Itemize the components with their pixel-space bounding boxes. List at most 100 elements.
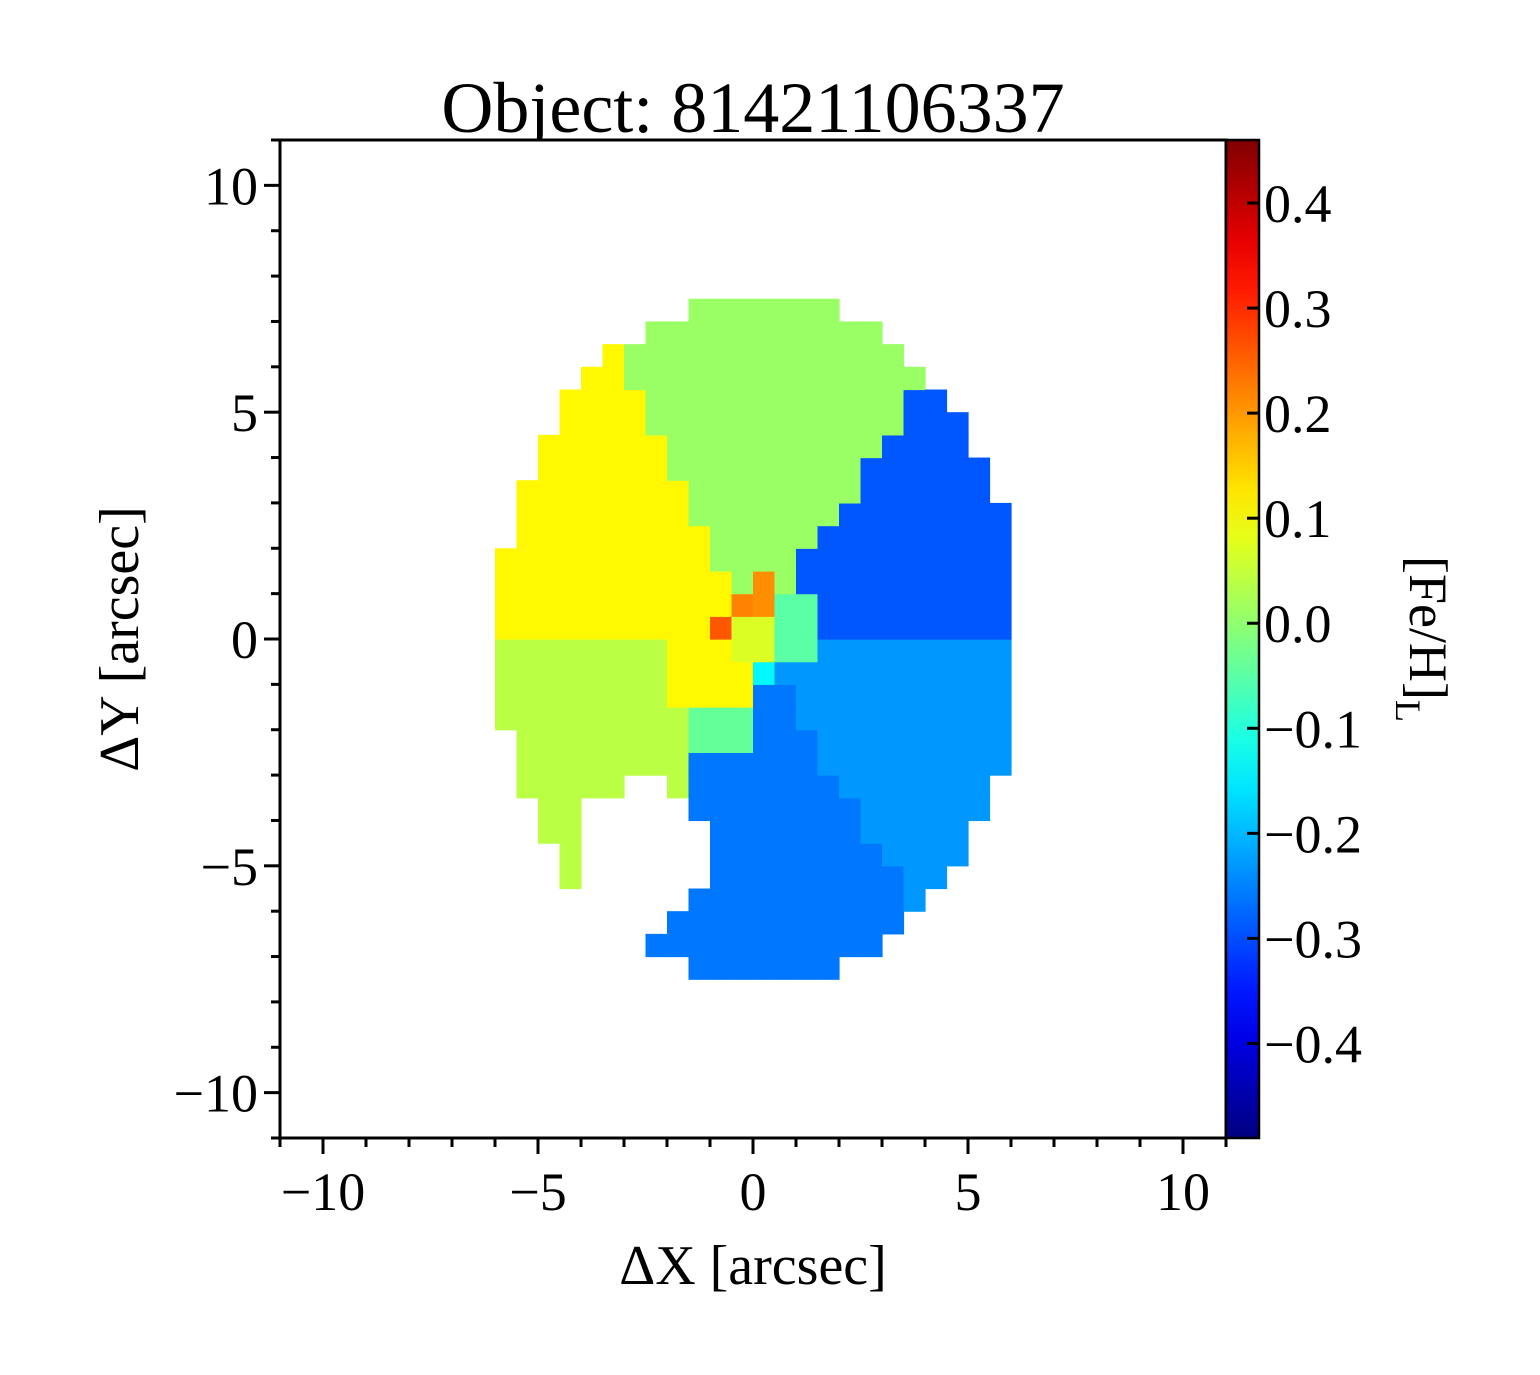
map-pixel (495, 616, 518, 640)
map-pixel (882, 525, 905, 549)
map-pixel (946, 661, 969, 685)
map-pixel (667, 661, 690, 685)
map-pixel (602, 729, 625, 754)
map-pixel (796, 548, 819, 572)
map-pixel (667, 457, 690, 481)
map-pixel (753, 593, 776, 617)
map-pixel (559, 616, 582, 640)
map-pixel (968, 593, 991, 617)
map-pixel (667, 752, 690, 776)
map-pixel (774, 480, 797, 504)
map-pixel (753, 457, 776, 481)
y-tick-label: 5 (231, 383, 258, 443)
x-axis: −10 −5 0 5 10 (278, 1138, 1228, 1222)
map-pixel (731, 933, 754, 958)
map-pixel (839, 820, 862, 844)
map-pixel (688, 457, 711, 481)
map-pixel (559, 434, 582, 459)
map-pixel (796, 480, 819, 504)
map-pixel (860, 639, 883, 663)
map-pixel (731, 843, 754, 867)
map-pixel (688, 321, 711, 345)
map-pixel (624, 752, 647, 776)
map-pixel (860, 797, 883, 822)
map-pixel (624, 729, 647, 754)
map-pixel (860, 344, 883, 368)
map-pixel (538, 457, 561, 481)
map-pixel (731, 707, 754, 731)
x-tick-label: −5 (509, 1162, 566, 1222)
map-pixel (989, 707, 1012, 731)
map-pixel (710, 661, 733, 685)
map-pixel (516, 548, 539, 572)
map-pixel (710, 752, 733, 776)
map-pixel (710, 457, 733, 481)
map-pixel (516, 775, 539, 799)
map-pixel (731, 434, 754, 459)
map-pixel (538, 752, 561, 776)
map-pixel (882, 752, 905, 776)
map-pixel (710, 548, 733, 572)
map-pixel (624, 412, 647, 436)
map-pixel (796, 457, 819, 481)
map-pixel (710, 298, 733, 323)
map-pixel (903, 639, 926, 663)
map-pixel (688, 412, 711, 436)
map-pixel (796, 911, 819, 935)
map-pixel (559, 548, 582, 572)
map-pixel (860, 775, 883, 799)
colorbar-tick-label: 0.3 (1264, 279, 1332, 339)
map-pixel (753, 344, 776, 368)
map-pixel (602, 684, 625, 708)
map-pixel (925, 548, 948, 572)
x-tick-label: −10 (281, 1162, 365, 1222)
map-pixel (516, 639, 539, 663)
map-pixel (774, 389, 797, 413)
map-pixel (753, 321, 776, 345)
map-pixel (774, 729, 797, 754)
map-pixel (925, 820, 948, 844)
map-pixel (839, 502, 862, 527)
colorbar-tick-label: −0.2 (1264, 804, 1362, 864)
map-pixel (903, 434, 926, 459)
map-pixel (559, 502, 582, 527)
map-pixel (860, 616, 883, 640)
map-pixel (753, 298, 776, 323)
map-pixel (753, 525, 776, 549)
map-pixel (624, 661, 647, 685)
map-pixel (559, 684, 582, 708)
map-pixel (882, 797, 905, 822)
map-pixel (968, 457, 991, 481)
map-pixel (860, 752, 883, 776)
map-pixel (667, 344, 690, 368)
map-pixel (882, 480, 905, 504)
map-pixel (774, 911, 797, 935)
colorbar-tick-label: −0.4 (1264, 1014, 1362, 1074)
map-pixel (774, 593, 797, 617)
map-pixel (645, 570, 668, 595)
map-pixel (968, 502, 991, 527)
map-pixel (903, 593, 926, 617)
map-pixel (710, 639, 733, 663)
map-pixel (925, 412, 948, 436)
map-pixel (774, 752, 797, 776)
map-pixel (538, 616, 561, 640)
map-pixel (860, 480, 883, 504)
map-pixel (710, 616, 733, 640)
map-pixel (882, 661, 905, 685)
y-tick-label: −5 (201, 837, 258, 897)
map-pixel (925, 593, 948, 617)
map-pixel (989, 616, 1012, 640)
map-pixel (602, 752, 625, 776)
map-pixel (925, 797, 948, 822)
map-pixel (645, 457, 668, 481)
map-pixel (946, 616, 969, 640)
map-pixel (538, 684, 561, 708)
map-pixel (860, 888, 883, 912)
map-pixel (645, 548, 668, 572)
map-pixel (860, 729, 883, 754)
map-pixel (774, 661, 797, 685)
map-pixel (559, 457, 582, 481)
map-pixel (860, 570, 883, 595)
map-pixel (667, 412, 690, 436)
